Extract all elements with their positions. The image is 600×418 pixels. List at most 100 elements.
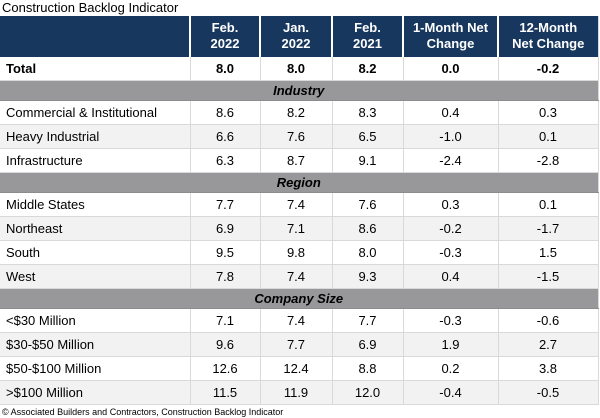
cell-value: 2.7 [497, 332, 598, 357]
row-label: Commercial & Institutional [0, 100, 190, 125]
cell-value: 3.8 [497, 356, 598, 381]
column-header-1-month-net-change: 1-Month Net Change [402, 16, 498, 57]
cell-value: 8.6 [331, 216, 403, 241]
cell-value: 0.3 [497, 100, 598, 125]
section-header-company-size: Company Size [0, 288, 598, 309]
cell-value: 6.6 [189, 124, 260, 149]
table-row: Commercial & Institutional 8.6 8.2 8.3 0… [0, 100, 598, 125]
cell-value: 0.3 [402, 192, 498, 217]
cell-value: 7.8 [189, 264, 260, 289]
table-row: Northeast 6.9 7.1 8.6 -0.2 -1.7 [0, 216, 598, 241]
column-header-line: 1-Month Net [412, 20, 489, 35]
cell-value: 7.6 [259, 124, 332, 149]
column-header-feb-2021: Feb. 2021 [331, 16, 403, 57]
cell-value: -1.7 [497, 216, 598, 241]
section-title: Region [0, 172, 598, 193]
cell-value: 7.1 [259, 216, 332, 241]
row-label: Total [0, 57, 190, 81]
cell-value: 11.9 [259, 380, 332, 405]
cell-value: 9.8 [259, 240, 332, 265]
table-row: <$30 Million 7.1 7.4 7.7 -0.3 -0.6 [0, 308, 598, 333]
cell-value: 9.1 [331, 148, 403, 173]
cell-value: 6.5 [331, 124, 403, 149]
column-header-12-month-net-change: 12-Month Net Change [497, 16, 598, 57]
cell-value: 9.5 [189, 240, 260, 265]
cell-value: 0.1 [497, 124, 598, 149]
copyright-note: © Associated Builders and Contractors, C… [2, 407, 284, 417]
cell-value: 7.7 [259, 332, 332, 357]
table-row: West 7.8 7.4 9.3 0.4 -1.5 [0, 264, 598, 289]
column-header-line: 2021 [353, 36, 382, 51]
table-row-total: Total 8.0 8.0 8.2 0.0 -0.2 [0, 57, 598, 81]
cell-value: 0.2 [402, 356, 498, 381]
cell-value: 7.4 [259, 264, 332, 289]
cell-value: 6.3 [189, 148, 260, 173]
row-label: Infrastructure [0, 148, 190, 173]
cell-value: 7.7 [331, 308, 403, 333]
cell-value: 12.6 [189, 356, 260, 381]
cell-value: 8.7 [259, 148, 332, 173]
header-empty-cell [0, 16, 190, 57]
cell-value: 6.9 [189, 216, 260, 241]
cell-value: 11.5 [189, 380, 260, 405]
section-title: Industry [0, 80, 598, 101]
table-row: South 9.5 9.8 8.0 -0.3 1.5 [0, 240, 598, 265]
cell-value: 8.8 [331, 356, 403, 381]
cell-value: -0.3 [402, 240, 498, 265]
column-header-feb-2022: Feb. 2022 [189, 16, 260, 57]
row-label: South [0, 240, 190, 265]
cell-value: -0.2 [402, 216, 498, 241]
column-header-jan-2022: Jan. 2022 [259, 16, 332, 57]
table-row: Infrastructure 6.3 8.7 9.1 -2.4 -2.8 [0, 148, 598, 173]
table-row: $50-$100 Million 12.6 12.4 8.8 0.2 3.8 [0, 356, 598, 381]
column-header-line: Feb. [354, 20, 381, 35]
page-title: Construction Backlog Indicator [2, 0, 179, 15]
cell-value: 7.4 [259, 308, 332, 333]
column-header-line: Net Change [512, 36, 585, 51]
cell-value: -1.5 [497, 264, 598, 289]
table-row: $30-$50 Million 9.6 7.7 6.9 1.9 2.7 [0, 332, 598, 357]
row-label: Heavy Industrial [0, 124, 190, 149]
column-header-line: 2022 [281, 36, 311, 51]
cell-value: 0.4 [402, 100, 498, 125]
row-label: Middle States [0, 192, 190, 217]
row-label: $50-$100 Million [0, 356, 190, 381]
cell-value: 8.2 [259, 100, 332, 125]
cell-value: 7.6 [331, 192, 403, 217]
cell-value: 12.0 [331, 380, 403, 405]
cell-value: 8.3 [331, 100, 403, 125]
cell-value: 0.1 [497, 192, 598, 217]
cell-value: 7.7 [189, 192, 260, 217]
cell-value: -2.4 [402, 148, 498, 173]
cell-value: -0.2 [497, 57, 598, 81]
cell-value: 0.0 [402, 57, 498, 81]
cell-value: 6.9 [331, 332, 403, 357]
cell-value: 9.3 [331, 264, 403, 289]
cell-value: -2.8 [497, 148, 598, 173]
column-header-line: Feb. [211, 20, 239, 35]
cell-value: 8.0 [331, 240, 403, 265]
row-label: <$30 Million [0, 308, 190, 333]
cell-value: 0.4 [402, 264, 498, 289]
column-header-line: Jan. [282, 20, 309, 35]
cell-value: 8.6 [189, 100, 260, 125]
table-header-row: Feb. 2022 Jan. 2022 Feb. 2021 1-Month Net Ch… [0, 16, 598, 57]
column-header-line: 2022 [210, 36, 240, 51]
cell-value: -0.4 [402, 380, 498, 405]
cell-value: -0.5 [497, 380, 598, 405]
row-label: Northeast [0, 216, 190, 241]
cell-value: 1.5 [497, 240, 598, 265]
cell-value: 7.1 [189, 308, 260, 333]
cell-value: 8.0 [189, 57, 260, 81]
table-row: >$100 Million 11.5 11.9 12.0 -0.4 -0.5 [0, 380, 598, 405]
cell-value: -0.6 [497, 308, 598, 333]
section-header-region: Region [0, 172, 598, 193]
column-header-line: 12-Month [519, 20, 578, 35]
cell-value: 1.9 [402, 332, 498, 357]
table-row: Middle States 7.7 7.4 7.6 0.3 0.1 [0, 192, 598, 217]
section-header-industry: Industry [0, 80, 598, 101]
cell-value: 8.0 [259, 57, 332, 81]
table-row: Heavy Industrial 6.6 7.6 6.5 -1.0 0.1 [0, 124, 598, 149]
column-header-line: Change [426, 36, 475, 51]
row-label: West [0, 264, 190, 289]
